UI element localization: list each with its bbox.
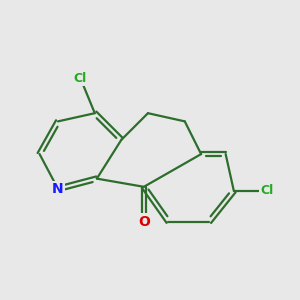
Text: O: O <box>138 214 150 229</box>
Text: N: N <box>52 182 64 196</box>
Text: Cl: Cl <box>260 184 273 197</box>
Text: Cl: Cl <box>74 72 87 85</box>
